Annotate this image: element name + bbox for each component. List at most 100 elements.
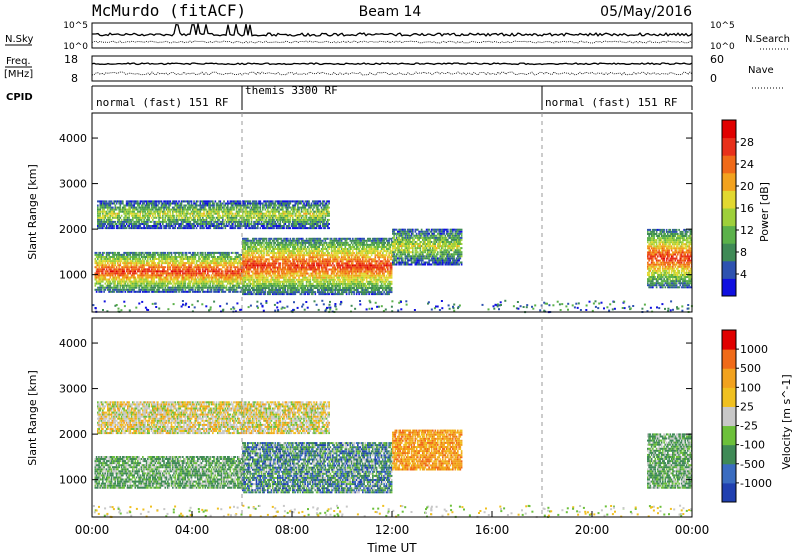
data-cell <box>386 275 388 277</box>
data-cell <box>311 287 313 289</box>
data-cell <box>377 250 379 252</box>
data-cell <box>315 258 317 260</box>
data-cell <box>337 269 339 271</box>
data-cell <box>346 291 348 293</box>
data-cell <box>107 209 109 211</box>
data-cell <box>125 283 127 285</box>
data-cell <box>340 267 342 269</box>
data-cell <box>110 258 112 260</box>
data-cell <box>312 258 314 260</box>
data-cell <box>280 267 282 269</box>
data-cell <box>275 264 277 266</box>
data-cell <box>167 270 169 272</box>
data-cell <box>103 225 105 227</box>
data-cell <box>366 285 368 287</box>
data-cell <box>371 279 373 281</box>
data-cell <box>182 252 184 254</box>
data-cell <box>385 258 387 260</box>
data-cell <box>117 262 119 264</box>
data-cell <box>388 242 390 244</box>
data-cell <box>250 269 252 271</box>
data-cell <box>338 256 340 258</box>
data-cell <box>276 262 278 264</box>
data-cell <box>130 254 132 256</box>
data-cell <box>325 291 327 293</box>
data-cell <box>315 291 317 293</box>
data-cell <box>266 283 268 285</box>
data-cell <box>142 252 144 254</box>
data-cell <box>238 285 240 287</box>
data-cell <box>111 219 113 221</box>
nave-label: Nave <box>748 65 774 76</box>
data-cell <box>271 244 273 246</box>
data-cell <box>342 264 344 266</box>
data-cell <box>108 279 110 281</box>
data-cell <box>335 291 337 293</box>
data-cell <box>337 258 339 260</box>
data-cell <box>353 287 355 289</box>
data-cell <box>113 225 115 227</box>
data-cell <box>257 267 259 269</box>
data-cell <box>315 267 317 269</box>
data-cell <box>246 287 248 289</box>
data-cell <box>252 277 254 279</box>
data-cell <box>197 252 199 254</box>
data-cell <box>346 240 348 242</box>
data-cell <box>190 291 192 293</box>
data-cell <box>282 242 284 244</box>
data-cell <box>107 215 109 217</box>
data-cell <box>102 272 104 274</box>
data-cell <box>363 279 365 281</box>
data-cell <box>231 260 233 262</box>
data-cell <box>98 272 100 274</box>
data-cell <box>313 262 315 264</box>
data-cell <box>326 279 328 281</box>
data-cell <box>376 262 378 264</box>
data-cell <box>381 283 383 285</box>
data-cell <box>245 246 247 248</box>
data-cell <box>353 246 355 248</box>
data-cell <box>120 205 122 207</box>
data-cell <box>383 244 385 246</box>
data-cell <box>317 287 319 289</box>
data-cell <box>132 260 134 262</box>
data-cell <box>115 262 117 264</box>
data-cell <box>278 279 280 281</box>
data-cell <box>302 238 304 240</box>
data-cell <box>222 283 224 285</box>
freq-tick-top: 18 <box>64 53 78 66</box>
data-cell <box>371 254 373 256</box>
data-cell <box>190 252 192 254</box>
data-cell <box>208 258 210 260</box>
data-cell <box>203 274 205 276</box>
data-cell <box>350 238 352 240</box>
data-cell <box>235 268 237 270</box>
data-cell <box>148 268 150 270</box>
data-cell <box>383 273 385 275</box>
data-cell <box>345 256 347 258</box>
data-cell <box>111 268 113 270</box>
data-cell <box>295 252 297 254</box>
data-cell <box>148 262 150 264</box>
data-cell <box>310 279 312 281</box>
data-cell <box>261 248 263 250</box>
data-cell <box>381 264 383 266</box>
data-cell <box>293 260 295 262</box>
data-cell <box>295 246 297 248</box>
data-cell <box>247 262 249 264</box>
data-cell <box>121 283 123 285</box>
data-cell <box>308 293 310 295</box>
nsearch-tick-top: 10^5 <box>710 21 735 31</box>
data-cell <box>335 244 337 246</box>
data-cell <box>351 248 353 250</box>
data-cell <box>305 246 307 248</box>
data-cell <box>110 285 112 287</box>
data-cell <box>391 291 393 293</box>
data-cell <box>283 283 285 285</box>
data-cell <box>263 256 265 258</box>
data-cell <box>162 260 164 262</box>
data-cell <box>101 258 103 260</box>
data-cell <box>377 248 379 250</box>
data-cell <box>196 262 198 264</box>
data-cell <box>100 209 102 211</box>
